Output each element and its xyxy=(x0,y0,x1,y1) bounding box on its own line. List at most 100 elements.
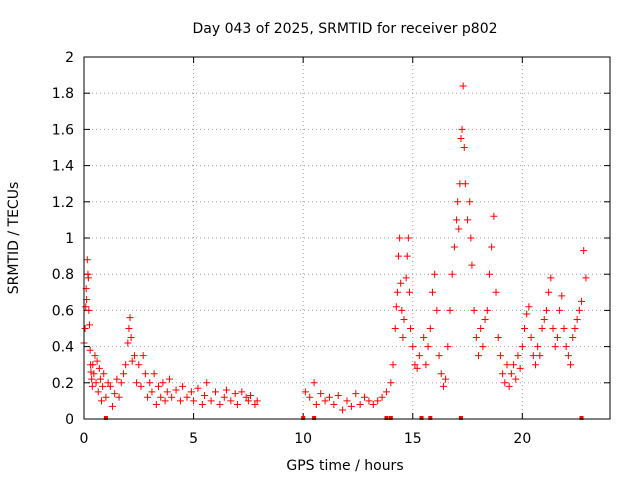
data-point xyxy=(124,339,132,347)
data-point xyxy=(393,288,401,296)
data-point xyxy=(163,388,171,396)
data-point xyxy=(575,306,583,314)
data-point xyxy=(540,315,548,323)
data-point xyxy=(442,375,450,383)
data-point xyxy=(100,370,108,378)
y-tick-label: 1.8 xyxy=(52,86,74,102)
data-point xyxy=(387,379,395,387)
data-point xyxy=(483,306,491,314)
data-point xyxy=(470,306,478,314)
data-point xyxy=(133,379,141,387)
data-point xyxy=(111,390,119,398)
data-point xyxy=(518,343,526,351)
data-point xyxy=(553,334,561,342)
data-point xyxy=(82,303,90,311)
data-point xyxy=(148,388,156,396)
data-point xyxy=(125,325,133,332)
data-point xyxy=(403,252,411,260)
data-point xyxy=(137,382,145,390)
data-point xyxy=(505,382,513,390)
x-axis-label: GPS time / hours xyxy=(286,458,403,474)
data-point xyxy=(91,352,99,360)
data-point xyxy=(84,274,92,282)
x-tick-label: 20 xyxy=(513,431,531,447)
data-point xyxy=(392,303,400,311)
data-point xyxy=(467,234,475,242)
data-point xyxy=(567,361,575,369)
data-point xyxy=(580,247,588,255)
data-point xyxy=(503,361,511,369)
data-point xyxy=(521,325,529,332)
data-point xyxy=(571,325,579,332)
data-point xyxy=(159,379,167,387)
data-point xyxy=(475,352,482,360)
y-tick-label: 0 xyxy=(65,412,74,428)
data-point xyxy=(453,216,461,224)
data-point xyxy=(119,370,127,378)
data-point xyxy=(501,379,509,387)
data-point xyxy=(472,334,480,342)
data-point xyxy=(389,361,397,369)
data-point xyxy=(488,243,496,251)
data-point xyxy=(352,390,360,398)
data-point xyxy=(531,361,539,369)
data-point xyxy=(227,397,235,405)
data-point xyxy=(424,343,432,351)
x-tick-label: 5 xyxy=(189,431,198,447)
data-point xyxy=(468,261,476,269)
data-point xyxy=(141,370,149,378)
data-point xyxy=(391,325,399,332)
data-point xyxy=(83,256,91,264)
data-point xyxy=(317,390,325,398)
data-point xyxy=(460,144,468,151)
data-point xyxy=(551,343,559,351)
data-point xyxy=(104,379,112,387)
data-point xyxy=(564,352,572,360)
baseline-marker xyxy=(579,416,584,420)
data-point xyxy=(247,391,255,399)
y-tick-label: 0.6 xyxy=(52,303,74,319)
data-point xyxy=(395,252,403,260)
y-tick-label: 0.8 xyxy=(52,267,74,283)
data-point xyxy=(198,401,206,409)
data-point xyxy=(231,390,239,398)
data-point xyxy=(361,393,369,401)
data-point xyxy=(172,386,180,394)
data-point xyxy=(466,198,474,206)
data-point xyxy=(194,384,202,392)
data-point xyxy=(407,325,415,332)
data-point xyxy=(458,125,466,133)
data-point xyxy=(457,134,465,142)
data-point xyxy=(369,401,377,409)
x-tick-label: 15 xyxy=(404,431,422,447)
y-tick-label: 1.2 xyxy=(52,195,74,211)
data-point xyxy=(450,243,458,251)
data-point xyxy=(558,292,566,300)
data-point xyxy=(573,315,581,323)
data-point xyxy=(556,306,564,314)
data-point xyxy=(102,393,110,401)
data-point xyxy=(409,343,417,351)
baseline-marker xyxy=(301,416,306,420)
data-point xyxy=(562,343,570,351)
data-point xyxy=(190,397,198,405)
data-point xyxy=(397,279,405,287)
data-point xyxy=(150,370,158,378)
data-point xyxy=(444,343,452,351)
data-point xyxy=(420,334,428,342)
data-point xyxy=(152,401,160,409)
data-point xyxy=(405,288,413,296)
data-point xyxy=(529,352,537,360)
data-point xyxy=(310,379,318,387)
data-point xyxy=(183,393,191,401)
data-point xyxy=(549,325,557,332)
data-point xyxy=(157,393,165,401)
data-point xyxy=(161,397,169,405)
data-point xyxy=(122,361,130,369)
data-point xyxy=(168,393,176,401)
data-point xyxy=(512,375,520,383)
data-point xyxy=(207,397,215,405)
baseline-marker xyxy=(312,416,317,420)
baseline-marker xyxy=(384,416,389,420)
data-point xyxy=(365,397,373,405)
